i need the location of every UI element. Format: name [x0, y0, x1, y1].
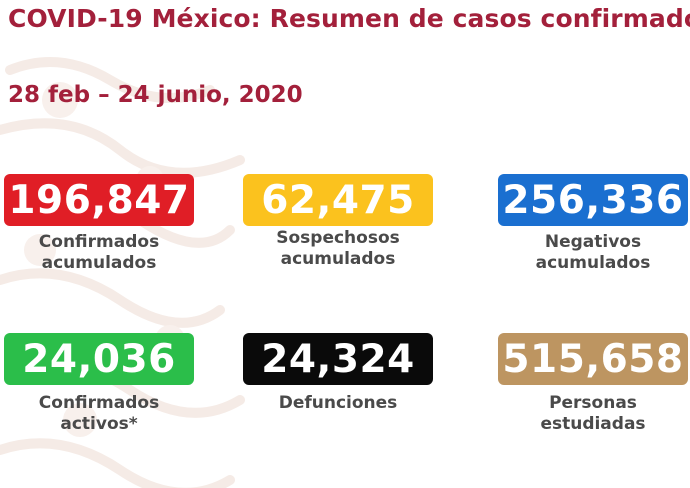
card-sospechosos-acumulados: 62,475 Sospechosos acumulados — [243, 174, 433, 270]
label-line: estudiadas — [540, 414, 646, 434]
label-confirmados-activos: Confirmados activos* — [4, 393, 194, 435]
value-defunciones: 24,324 — [243, 333, 433, 385]
value-negativos-acumulados: 256,336 — [498, 174, 688, 226]
label-line: Personas — [549, 393, 637, 413]
label-line: acumulados — [41, 253, 157, 273]
label-defunciones: Defunciones — [243, 393, 433, 414]
label-personas-estudiadas: Personas estudiadas — [498, 393, 688, 435]
label-line: acumulados — [280, 249, 396, 269]
card-negativos-acumulados: 256,336 Negativos acumulados — [498, 174, 688, 274]
card-personas-estudiadas: 515,658 Personas estudiadas — [498, 333, 688, 435]
label-line: Sospechosos — [276, 228, 400, 248]
label-line: Defunciones — [278, 393, 398, 413]
label-line: acumulados — [535, 253, 651, 273]
label-line: activos* — [60, 414, 138, 434]
label-line: Confirmados — [38, 393, 160, 413]
card-defunciones: 24,324 Defunciones — [243, 333, 433, 414]
label-sospechosos-acumulados: Sospechosos acumulados — [243, 228, 433, 270]
card-confirmados-activos: 24,036 Confirmados activos* — [4, 333, 194, 435]
value-confirmados-acumulados: 196,847 — [4, 174, 194, 226]
card-confirmados-acumulados: 196,847 Confirmados acumulados — [4, 174, 194, 274]
label-line: Confirmados — [38, 232, 160, 252]
label-negativos-acumulados: Negativos acumulados — [498, 232, 688, 274]
page-title: COVID-19 México: Resumen de casos confir… — [8, 4, 690, 33]
date-range: 28 feb – 24 junio, 2020 — [8, 82, 303, 108]
label-line: Negativos — [544, 232, 642, 252]
label-confirmados-acumulados: Confirmados acumulados — [4, 232, 194, 274]
value-sospechosos-acumulados: 62,475 — [243, 174, 433, 226]
value-confirmados-activos: 24,036 — [4, 333, 194, 385]
value-personas-estudiadas: 515,658 — [498, 333, 688, 385]
